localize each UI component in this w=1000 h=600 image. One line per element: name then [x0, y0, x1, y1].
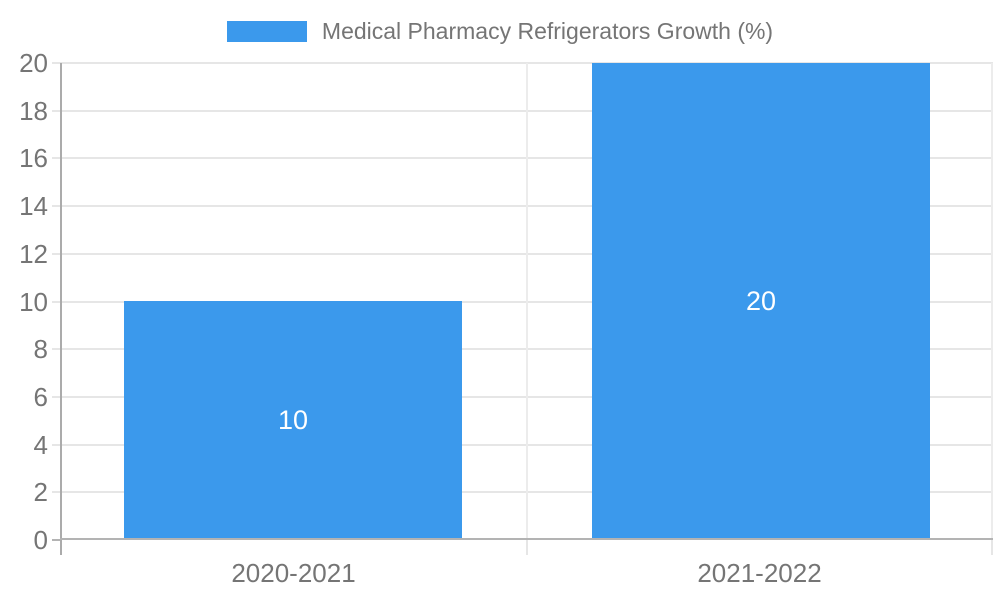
y-axis-tick: [52, 252, 60, 255]
y-axis-tick: [52, 443, 60, 446]
y-axis-tick: [52, 205, 60, 208]
y-axis-tick: [52, 395, 60, 398]
x-axis-label: 2021-2022: [697, 558, 822, 588]
x-axis-baseline: [60, 538, 993, 540]
y-axis-tick-label: 8: [33, 334, 48, 365]
chart-legend[interactable]: Medical Pharmacy Refrigerators Growth (%…: [0, 18, 1000, 45]
y-axis-tick: [52, 157, 60, 160]
y-axis-tick: [52, 539, 60, 541]
x-axis-tick: [526, 540, 528, 555]
y-axis-tick-label: 14: [19, 191, 48, 222]
y-axis-tick: [52, 348, 60, 351]
legend-swatch-icon: [226, 21, 307, 42]
y-axis-tick-label: 6: [33, 381, 48, 412]
y-axis-labels: 0 2 4 6 8 10 12 14 16 18 20: [0, 50, 48, 553]
bar-2020-2021[interactable]: 10: [124, 301, 462, 540]
y-axis-tick-label: 18: [19, 95, 48, 126]
y-axis-tick: [52, 491, 60, 494]
y-axis-tick-label: 10: [19, 286, 48, 317]
y-axis-tick-label: 2: [33, 477, 48, 508]
y-axis-tick: [52, 300, 60, 303]
x-axis-tick: [991, 540, 993, 555]
y-axis-tick-label: 16: [19, 143, 48, 174]
y-axis-tick-label: 4: [33, 429, 48, 460]
bar-value-label: 10: [277, 405, 309, 435]
x-axis-label: 2020-2021: [231, 558, 356, 588]
bar-value-label: 20: [745, 286, 777, 316]
y-axis-tick: [52, 62, 60, 64]
y-axis-line: [60, 63, 62, 555]
y-axis-tick-label: 0: [33, 525, 48, 555]
legend-label: Medical Pharmacy Refrigerators Growth (%…: [321, 18, 774, 44]
plot-area: 10 20 2020-2021 2021-2022: [52, 62, 993, 586]
y-axis-tick: [52, 109, 60, 112]
y-axis-tick-label: 12: [19, 238, 48, 269]
category-boundary-gridline: [526, 63, 528, 540]
bar-2021-2022[interactable]: 20: [592, 63, 930, 540]
right-edge-gridline: [991, 63, 993, 540]
y-axis-tick-label: 20: [19, 48, 48, 78]
